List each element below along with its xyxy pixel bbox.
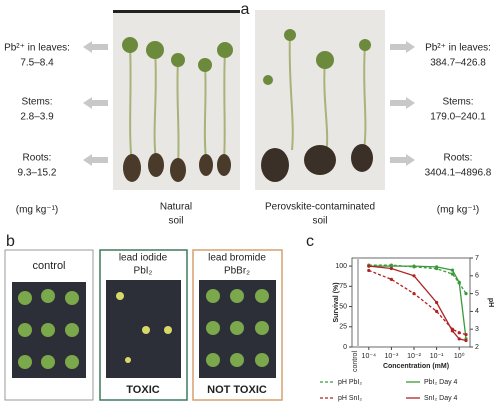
panel-label: c	[306, 233, 314, 250]
x-tick-label: 10⁰	[454, 352, 465, 360]
data-point	[435, 309, 439, 313]
data-point	[389, 277, 394, 281]
stems-title: Stems:	[21, 97, 52, 108]
y2-tick-label: 7	[475, 255, 479, 262]
leaves-title: Pb²⁺ in leaves:	[4, 43, 70, 54]
data-point	[464, 292, 468, 296]
caption: soil	[168, 216, 183, 227]
caption: soil	[312, 216, 327, 227]
roots-title: Roots:	[444, 153, 473, 164]
data-point	[450, 268, 455, 272]
photo-contaminated	[255, 10, 385, 190]
y-tick-label: 25	[339, 324, 347, 331]
y2-tick-label: 4	[475, 308, 479, 315]
data-point	[389, 264, 394, 268]
verdict: TOXIC	[126, 384, 159, 396]
caption: Perovskite-contaminated	[265, 202, 375, 213]
data-point	[412, 264, 416, 268]
series-line	[368, 265, 467, 342]
y2-axis-label: pH	[487, 298, 494, 307]
y2-tick-label: 3	[475, 326, 479, 333]
data-point	[367, 268, 371, 273]
data-point	[412, 292, 416, 296]
leaves-value: 384.7–426.8	[430, 58, 486, 69]
legend-label: pH PbI₂	[338, 379, 362, 386]
y2-tick-label: 2	[475, 344, 479, 351]
control-label: control	[352, 351, 359, 372]
data-point	[435, 265, 439, 269]
photo-natural	[113, 10, 240, 190]
data-point	[367, 264, 371, 268]
data-point	[464, 338, 468, 343]
roots-value: 9.3–15.2	[18, 168, 57, 179]
data-point	[464, 332, 468, 337]
data-point	[457, 337, 461, 341]
compound-formula: PbBr₂	[224, 266, 250, 277]
roots-title: Roots:	[23, 153, 52, 164]
panel-label: a	[241, 1, 250, 18]
y2-tick-label: 5	[475, 290, 479, 297]
unit: (mg kg⁻¹)	[16, 205, 59, 216]
legend-label: SnI₂ Day 4	[424, 395, 458, 402]
data-point	[450, 329, 455, 333]
plot-frame	[351, 257, 471, 348]
data-point	[389, 266, 394, 271]
x-tick-label: 10⁻²	[407, 353, 421, 360]
data-point	[450, 272, 455, 276]
data-point	[435, 300, 439, 305]
y-tick-label: 100	[335, 263, 347, 270]
compound-formula: PbI₂	[134, 266, 153, 277]
stems-title: Stems:	[442, 97, 473, 108]
y-tick-label: 50	[339, 303, 347, 310]
dead-seedlings	[116, 292, 172, 363]
leaves-value: 7.5–8.4	[20, 58, 54, 69]
stems-value: 179.0–240.1	[430, 112, 486, 123]
roots-value: 3404.1–4896.8	[425, 168, 492, 179]
legend-label: pH SnI₂	[338, 395, 362, 402]
x-tick-label: 10⁻¹	[430, 353, 444, 360]
data-point	[412, 274, 416, 278]
data-point	[457, 280, 461, 284]
x-tick-label: 10⁻³	[385, 353, 399, 360]
x-tick-label: 10⁻⁴	[362, 353, 377, 360]
arrows	[83, 41, 415, 166]
verdict: NOT TOXIC	[207, 384, 267, 396]
compound-name: lead iodide	[119, 253, 168, 264]
leaves-title: Pb²⁺ in leaves:	[425, 43, 491, 54]
unit: (mg kg⁻¹)	[437, 205, 480, 216]
control-label: control	[32, 260, 65, 272]
data-point	[457, 331, 461, 335]
seedlings	[18, 289, 269, 369]
y-tick-label: 0	[343, 344, 347, 351]
panel-label: b	[6, 233, 15, 250]
stems-value: 2.8–3.9	[20, 112, 54, 123]
legend-label: PbI₂ Day 4	[424, 379, 458, 386]
y-axis-label: Survival (%)	[333, 282, 340, 322]
y-tick-label: 75	[339, 283, 347, 290]
y2-tick-label: 6	[475, 273, 479, 280]
x-axis-label: Concentration (mM)	[383, 363, 449, 370]
compound-name: lead bromide	[208, 253, 266, 264]
caption: Natural	[160, 202, 192, 213]
